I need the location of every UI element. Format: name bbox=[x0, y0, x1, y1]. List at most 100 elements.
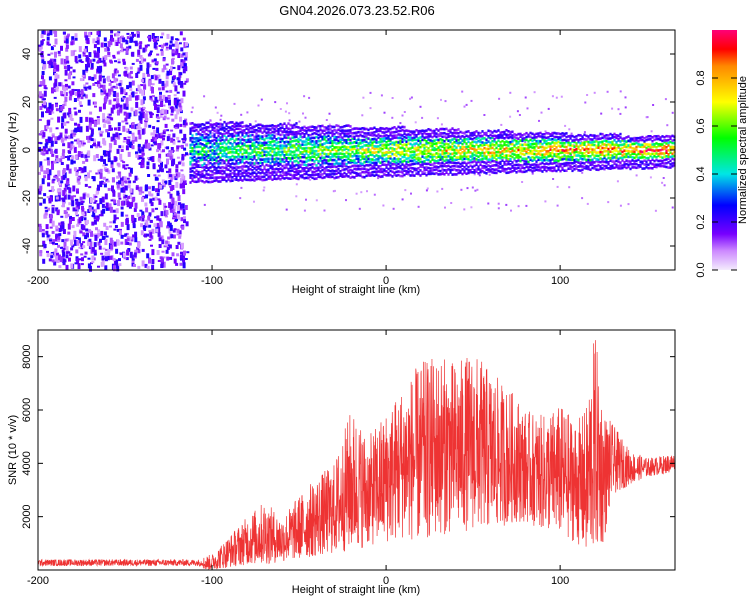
heatmap-cell bbox=[311, 129, 314, 132]
heatmap-cell bbox=[67, 85, 71, 89]
heatmap-cell bbox=[309, 142, 312, 146]
heatmap-cell bbox=[42, 152, 46, 156]
heatmap-cell bbox=[90, 138, 94, 142]
heatmap-cell bbox=[88, 76, 92, 81]
heatmap-cell bbox=[439, 169, 442, 173]
heatmap-cell bbox=[545, 169, 548, 173]
heatmap-cell bbox=[353, 137, 356, 140]
heatmap-cell bbox=[375, 150, 378, 154]
heatmap-cell bbox=[471, 137, 474, 141]
heatmap-cell bbox=[283, 150, 286, 153]
heatmap-cell bbox=[181, 153, 185, 160]
heatmap-cell bbox=[171, 138, 175, 141]
heatmap-cell bbox=[475, 151, 478, 155]
heatmap-cell bbox=[211, 134, 214, 138]
heatmap-cell bbox=[245, 127, 248, 130]
heatmap-cell bbox=[43, 84, 47, 89]
heatmap-cell bbox=[86, 86, 90, 89]
heatmap-cell bbox=[73, 230, 77, 237]
heatmap-cell bbox=[219, 158, 222, 162]
heatmap-cell bbox=[249, 144, 252, 148]
heatmap-cell bbox=[176, 108, 180, 115]
heatmap-cell bbox=[463, 142, 466, 145]
heatmap-cell bbox=[189, 170, 192, 173]
heatmap-cell bbox=[178, 42, 182, 45]
heatmap-cell bbox=[381, 137, 384, 141]
heatmap-cell bbox=[115, 32, 119, 37]
heatmap-cell bbox=[96, 203, 100, 210]
heatmap-cell bbox=[154, 196, 158, 201]
heatmap-cell bbox=[485, 133, 488, 137]
heatmap-cell bbox=[345, 146, 348, 149]
heatmap-cell bbox=[525, 138, 528, 142]
heatmap-cell bbox=[521, 181, 524, 183]
heatmap-cell bbox=[295, 125, 298, 129]
heatmap-cell bbox=[455, 131, 458, 135]
heatmap-cell bbox=[529, 165, 532, 169]
heatmap-cell bbox=[72, 207, 76, 212]
heatmap-cell bbox=[269, 164, 272, 168]
heatmap-cell bbox=[54, 78, 58, 83]
heatmap-cell bbox=[172, 50, 176, 54]
heatmap-cell bbox=[58, 222, 62, 226]
heatmap-cell bbox=[213, 155, 216, 158]
heatmap-cell bbox=[87, 150, 91, 157]
heatmap-cell bbox=[146, 62, 150, 69]
heatmap-cell bbox=[97, 59, 101, 63]
heatmap-cell bbox=[543, 139, 546, 142]
heatmap-cell bbox=[405, 157, 408, 160]
heatmap-cell bbox=[611, 107, 614, 110]
heatmap-cell bbox=[168, 99, 171, 106]
heatmap-cell bbox=[465, 145, 468, 149]
heatmap-cell bbox=[115, 42, 119, 46]
heatmap-cell bbox=[41, 75, 44, 80]
heatmap-cell bbox=[319, 175, 322, 179]
heatmap-cell bbox=[60, 246, 63, 249]
heatmap-cell bbox=[423, 172, 426, 175]
heatmap-cell bbox=[471, 140, 474, 144]
heatmap-cell bbox=[527, 135, 530, 138]
heatmap-cell bbox=[39, 251, 43, 257]
heatmap-cell bbox=[313, 143, 316, 146]
heatmap-cell bbox=[523, 133, 526, 136]
heatmap-cell bbox=[367, 154, 370, 158]
heatmap-cell bbox=[50, 104, 54, 111]
heatmap-cell bbox=[571, 144, 574, 148]
heatmap-cell bbox=[273, 171, 276, 174]
heatmap-cell bbox=[453, 154, 456, 158]
heatmap-cell bbox=[209, 180, 212, 184]
heatmap-cell bbox=[275, 157, 278, 160]
heatmap-cell bbox=[563, 149, 566, 153]
heatmap-cell bbox=[283, 122, 286, 125]
heatmap-cell bbox=[383, 139, 386, 143]
heatmap-cell bbox=[203, 95, 206, 98]
heatmap-cell bbox=[327, 155, 330, 158]
heatmap-cell bbox=[443, 164, 446, 168]
heatmap-cell bbox=[373, 133, 376, 137]
heatmap-cell bbox=[249, 175, 252, 179]
heatmap-cell bbox=[535, 132, 538, 136]
heatmap-cell bbox=[403, 173, 406, 177]
heatmap-cell bbox=[115, 217, 119, 220]
heatmap-cell bbox=[137, 49, 141, 56]
heatmap-cell bbox=[205, 153, 208, 156]
heatmap-cell bbox=[67, 231, 71, 235]
heatmap-cell bbox=[309, 140, 312, 143]
heatmap-cell bbox=[263, 175, 266, 178]
heatmap-cell bbox=[93, 252, 97, 256]
heatmap-cell bbox=[407, 167, 410, 171]
heatmap-cell bbox=[503, 130, 506, 134]
heatmap-cell bbox=[513, 133, 516, 136]
heatmap-cell bbox=[245, 178, 248, 182]
heatmap-cell bbox=[66, 213, 70, 217]
heatmap-cell bbox=[273, 151, 276, 154]
heatmap-cell bbox=[371, 141, 374, 144]
heatmap-cell bbox=[581, 157, 584, 161]
heatmap-cell bbox=[311, 158, 314, 162]
heatmap-cell bbox=[527, 162, 530, 166]
heatmap-cell bbox=[437, 173, 440, 176]
heatmap-cell bbox=[164, 181, 168, 183]
heatmap-cell bbox=[87, 139, 91, 143]
heatmap-cell bbox=[139, 41, 143, 45]
heatmap-cell bbox=[184, 122, 188, 126]
